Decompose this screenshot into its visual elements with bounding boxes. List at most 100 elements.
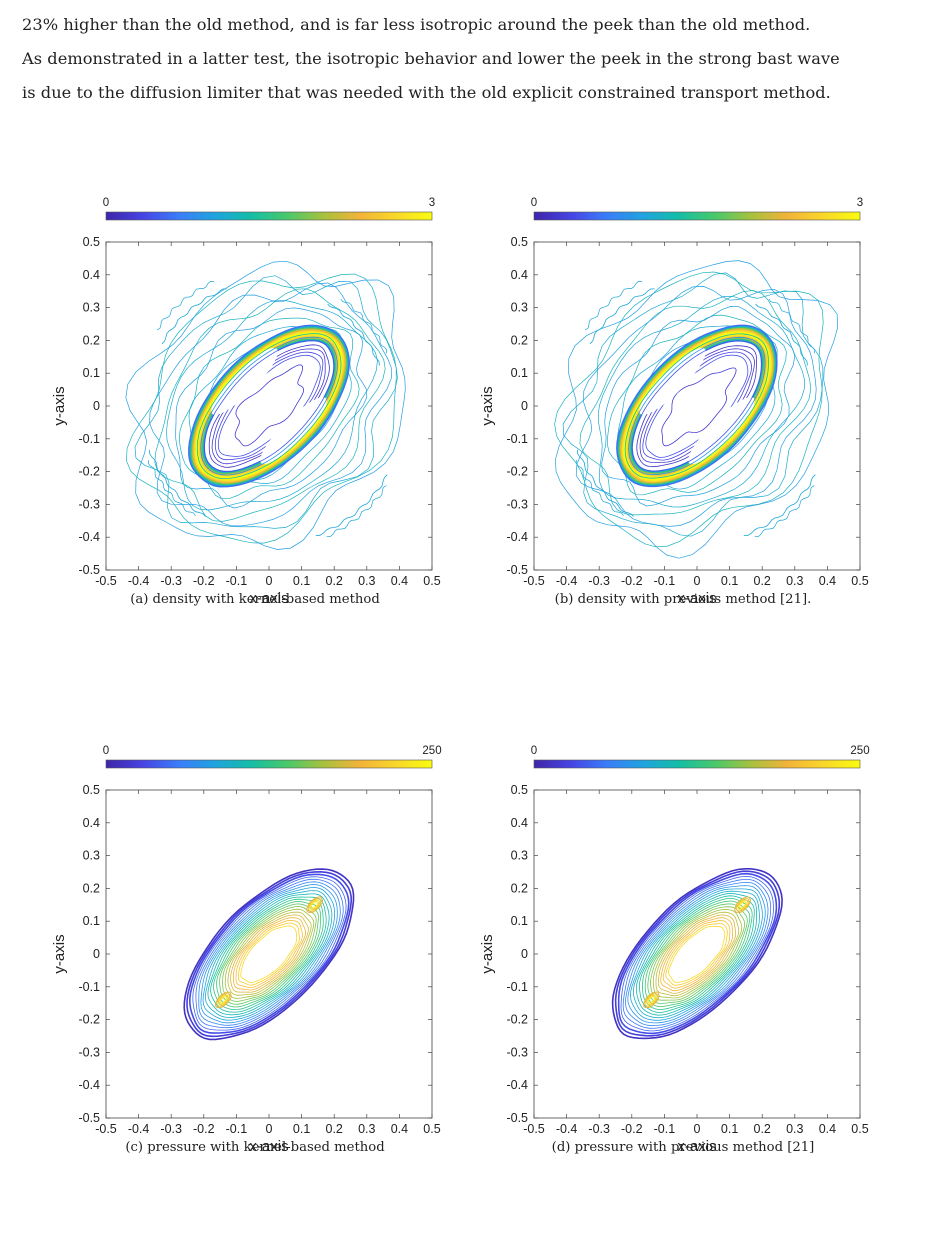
figure-panel-a: 0 3 -0.5 -0.5 -0.4 -0.4 -0.3 -0.3 -0.2 -0.2 -0.1 -0… <box>40 180 470 650</box>
y-tick-label: 0 <box>93 947 100 961</box>
y-axis-label: y-axis <box>479 934 496 973</box>
density-contour <box>191 327 347 485</box>
pressure-peak-contour <box>307 898 322 912</box>
pressure-contour <box>192 876 347 1031</box>
y-axis-label: y-axis <box>479 386 496 425</box>
density-mask <box>260 397 327 465</box>
density-contour <box>642 351 752 461</box>
y-tick-label: 0.1 <box>511 914 528 928</box>
density-contour <box>622 330 772 482</box>
pressure-contour <box>647 903 748 1004</box>
density-contour <box>154 288 386 522</box>
y-tick-label: -0.5 <box>78 563 100 577</box>
density-contour <box>620 328 774 484</box>
colorbar <box>534 212 860 220</box>
density-contour <box>616 324 778 488</box>
pressure-peak-contour <box>738 901 747 909</box>
x-tick-label: -0.4 <box>556 574 578 588</box>
y-tick-label: 0.2 <box>83 333 100 347</box>
pressure-contour <box>665 923 728 986</box>
y-tick-label: 0 <box>521 947 528 961</box>
pressure-contour <box>635 892 757 1016</box>
colorbar <box>106 212 432 220</box>
y-tick-label: -0.1 <box>78 432 100 446</box>
figure-caption: (c) pressure with kernel-based method <box>125 1140 385 1155</box>
pressure-peak-contour <box>737 899 748 911</box>
pressure-contour <box>210 896 327 1013</box>
density-contour <box>562 272 824 537</box>
contour-plot: 0 250 -0.5-0.5 -0.4 -0.4 -0.3 -0.3 -0.2 -0.2 -0.1… <box>51 745 442 1155</box>
pressure-contour <box>227 911 312 996</box>
colorbar <box>534 760 860 768</box>
x-tick-label: -0.2 <box>193 1122 215 1136</box>
y-tick-label: -0.1 <box>78 980 100 994</box>
density-contour <box>589 288 655 345</box>
density-mask <box>688 397 755 465</box>
figure-panel-b: 0 3 -0.5 -0.5 -0.4 -0.4 -0.3 -0.3 -0.2 -0.2 -0.1 -0… <box>468 180 898 650</box>
x-axis-label: x-axis <box>249 1138 288 1155</box>
density-contour <box>616 325 777 487</box>
x-tick-label: 0 <box>694 1122 701 1136</box>
pressure-contour <box>238 922 300 986</box>
x-tick-label: -0.1 <box>654 574 676 588</box>
x-tick-label: 0.2 <box>326 574 343 588</box>
pressure-contour <box>219 903 319 1005</box>
pressure-contour <box>627 885 766 1024</box>
density-contour <box>149 282 392 527</box>
x-tick-label: 0.4 <box>391 574 408 588</box>
pressure-contour <box>207 893 330 1016</box>
y-tick-label: 0.5 <box>511 783 528 797</box>
y-tick-label: 0 <box>521 399 528 413</box>
density-mask <box>211 347 278 415</box>
x-tick-label: -0.4 <box>556 1122 578 1136</box>
x-tick-label: 0 <box>694 574 701 588</box>
x-tick-label: 0.2 <box>326 1122 343 1136</box>
y-tick-label: -0.3 <box>506 497 528 511</box>
x-tick-label: -0.3 <box>588 1122 610 1136</box>
figure-caption: (b) density with previous method [21]. <box>554 592 812 607</box>
density-contour <box>161 288 227 345</box>
x-tick-label: 0.1 <box>293 1122 310 1136</box>
y-tick-label: -0.1 <box>506 432 528 446</box>
colorbar-min-label: 0 <box>103 197 109 209</box>
pressure-contour <box>195 878 344 1029</box>
contour-plot: 0 3 -0.5-0.5 -0.4 -0.4 -0.3 -0.3 -0.2 -0.2 -0.1 -0… <box>51 197 441 607</box>
density-contour <box>628 336 766 476</box>
pressure-contour <box>662 920 731 989</box>
density-contour <box>755 303 808 366</box>
density-contour <box>149 449 206 517</box>
density-contour <box>626 335 768 477</box>
pressure-peak-contour <box>647 996 655 1004</box>
density-contour <box>189 325 350 487</box>
density-contour <box>195 332 343 480</box>
colorbar-frame <box>533 211 861 221</box>
y-tick-label: -0.2 <box>506 1013 528 1027</box>
density-contour <box>166 299 378 511</box>
x-tick-label: 0.1 <box>721 574 738 588</box>
x-tick-label: 0 <box>266 1122 273 1136</box>
density-contour <box>327 303 380 366</box>
density-contour <box>196 333 342 480</box>
y-tick-label: -0.3 <box>506 1045 528 1059</box>
x-axis-label: x-axis <box>677 1138 716 1155</box>
density-contour <box>192 329 346 484</box>
y-tick-label: -0.5 <box>78 1111 100 1125</box>
colorbar-max-label: 3 <box>429 197 435 209</box>
density-contour <box>617 326 776 486</box>
density-contour <box>217 354 321 457</box>
pressure-contour <box>200 884 338 1024</box>
density-contour <box>193 330 345 483</box>
density-contour <box>200 336 338 476</box>
x-tick-label: -0.1 <box>226 574 248 588</box>
y-axis-label: y-axis <box>51 934 68 973</box>
contour-lines <box>125 260 406 550</box>
x-tick-label: 0.2 <box>754 1122 771 1136</box>
density-contour <box>625 334 769 479</box>
contour-lines <box>611 868 783 1040</box>
density-contour <box>203 340 335 473</box>
x-tick-label: 0.3 <box>358 574 375 588</box>
y-tick-label: 0.5 <box>83 235 100 249</box>
density-contour <box>554 271 824 548</box>
pressure-contour <box>204 890 333 1018</box>
y-tick-label: -0.5 <box>506 563 528 577</box>
